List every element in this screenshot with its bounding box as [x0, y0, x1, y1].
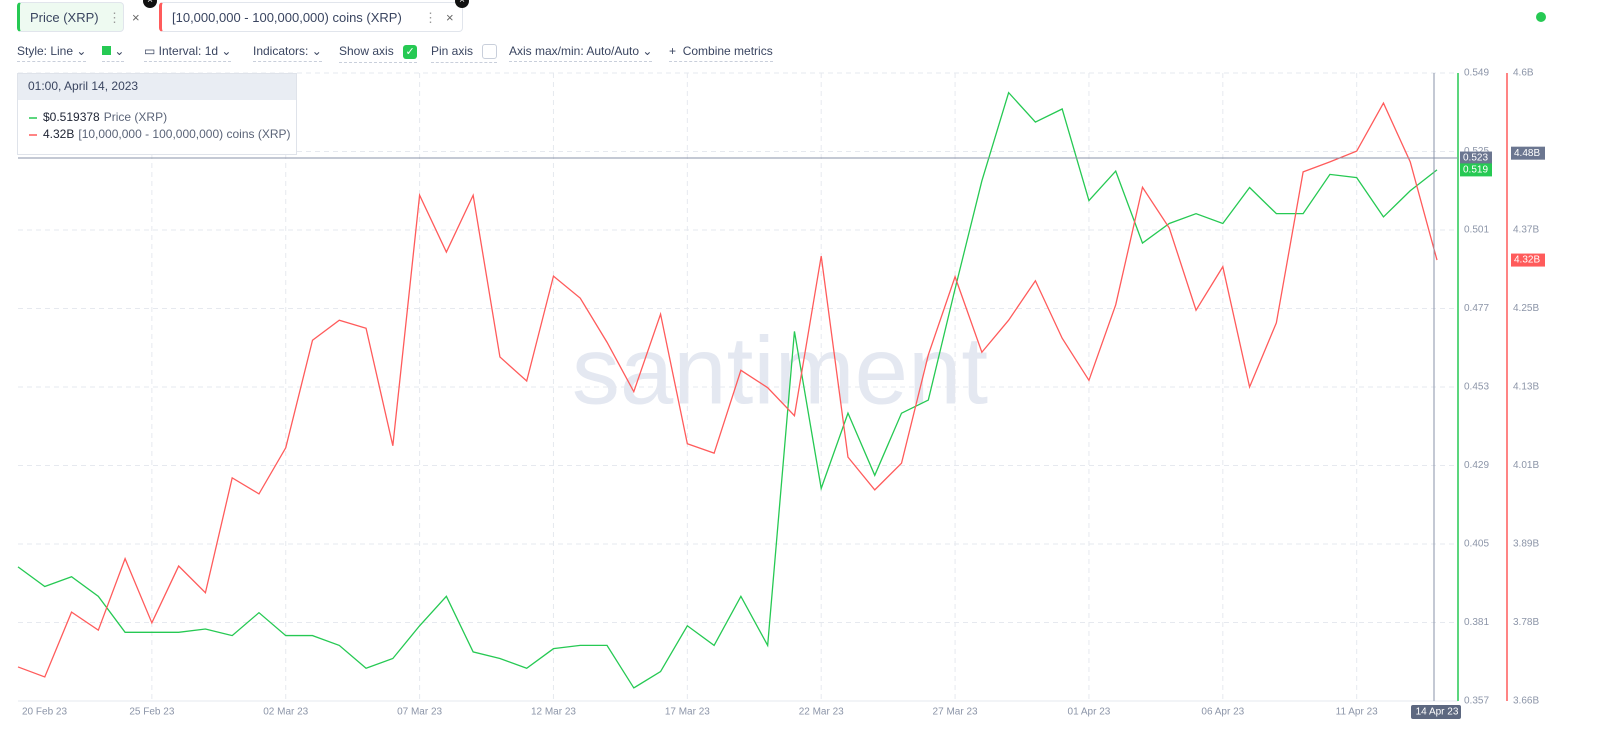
status-dot — [1536, 12, 1546, 22]
tooltip-value: 4.32B — [43, 127, 74, 141]
grid — [18, 72, 1458, 702]
remove-button[interactable]: × — [455, 0, 469, 8]
x-tick-label: 20 Feb 23 — [22, 707, 67, 718]
series-line — [17, 91, 1438, 689]
series-line — [17, 101, 1438, 678]
y-tick-label: 0.501 — [1464, 225, 1489, 236]
crosshair-y2-label: 4.48B — [1514, 148, 1540, 159]
x-tick-label: 25 Feb 23 — [129, 707, 174, 718]
tooltip — [17, 73, 297, 155]
toolbar-label: Pin axis — [431, 44, 474, 58]
y-tick-label: 0.525 — [1464, 146, 1489, 157]
remove-button[interactable]: × — [143, 0, 157, 8]
last-value-label-bg — [1460, 163, 1492, 177]
metric-tab[interactable]: [10,000,000 - 100,000,000) coins (XRP) ⋮ × — [159, 2, 463, 32]
color-select[interactable]: ⌄ — [102, 44, 125, 62]
y2-tick-label: 3.89B — [1513, 539, 1539, 550]
metric-tab[interactable]: Price (XRP) ⋮ × — [17, 2, 140, 32]
toolbar-label: Combine metrics — [682, 44, 773, 58]
x-tick-label: 27 Mar 23 — [933, 707, 978, 718]
y2-tick-label: 4.01B — [1513, 460, 1539, 471]
crosshair-y-label: 0.523 — [1463, 153, 1488, 164]
x-tick-label: 06 Apr 23 — [1201, 707, 1244, 718]
last-value-label: 4.32B — [1514, 255, 1540, 266]
y2-tick-label: 4.6B — [1513, 68, 1534, 79]
tab-menu[interactable]: ⋮ — [108, 10, 121, 25]
toolbar-label: Indicators: — [253, 44, 309, 58]
y-tick-label: 0.381 — [1464, 617, 1489, 628]
y2-tick-label: 4.13B — [1513, 382, 1539, 393]
style-select[interactable]: Style: Line ⌄ — [17, 44, 87, 62]
tooltip-header — [18, 74, 296, 100]
toolbar-label: Style: Line — [17, 44, 74, 58]
y2-tick-label: 3.78B — [1513, 617, 1539, 628]
combine-button[interactable]: + Combine metrics — [669, 44, 773, 62]
x-tick-label: 12 Mar 23 — [531, 707, 576, 718]
y2-tick-label: 4.37B — [1513, 225, 1539, 236]
show-axis-toggle[interactable]: Show axis ✓ — [339, 44, 418, 63]
x-tick-label: 22 Mar 23 — [799, 707, 844, 718]
tooltip-name: [10,000,000 - 100,000,000) coins (XRP) — [78, 127, 290, 141]
x-tick-label: 17 Mar 23 — [665, 707, 710, 718]
y2-tick-label: 3.66B — [1513, 696, 1539, 707]
x-tick-label: 02 Mar 23 — [263, 707, 308, 718]
y-tick-label: 0.549 — [1464, 68, 1489, 79]
y-tick-label: 0.429 — [1464, 460, 1489, 471]
last-value-label-bg — [1511, 253, 1545, 267]
y2-tick-label: 4.25B — [1513, 303, 1539, 314]
y-tick-label: 0.477 — [1464, 303, 1489, 314]
indicators-select[interactable]: Indicators: ⌄ — [253, 44, 322, 62]
tab-label: [10,000,000 - 100,000,000) coins (XRP) — [172, 10, 402, 25]
watermark: santiment — [572, 317, 988, 424]
tooltip-title: 01:00, April 14, 2023 — [28, 79, 138, 93]
axis-minmax-select[interactable]: Axis max/min: Auto/Auto ⌄ — [509, 44, 653, 62]
toolbar-label: Axis max/min: Auto/Auto — [509, 44, 640, 58]
toolbar-label: Show axis — [339, 44, 394, 58]
last-value-label: 0.519 — [1463, 165, 1488, 176]
tab-menu[interactable]: ⋮ — [424, 10, 437, 25]
y-tick-label: 0.405 — [1464, 539, 1489, 550]
x-tick-label: 14 Apr 23 — [1416, 707, 1459, 718]
interval-select[interactable]: ▭ Interval: 1d ⌄ — [144, 44, 232, 62]
tab-label: Price (XRP) — [30, 10, 99, 25]
toolbar-label: Interval: 1d — [158, 44, 219, 58]
crosshair-y2-label-bg — [1511, 146, 1545, 160]
tab-close[interactable]: × — [446, 10, 454, 25]
pin-axis-toggle[interactable]: Pin axis — [431, 44, 498, 64]
tooltip-name: Price (XRP) — [104, 110, 167, 124]
x-tick-label: 07 Mar 23 — [397, 707, 442, 718]
y-tick-label: 0.453 — [1464, 382, 1489, 393]
y-tick-label: 0.357 — [1464, 696, 1489, 707]
crosshair-x-badge — [1411, 705, 1461, 719]
x-tick-label: 01 Apr 23 — [1068, 707, 1111, 718]
crosshair-y-label-bg — [1460, 151, 1492, 165]
tooltip-value: $0.519378 — [43, 110, 100, 124]
tab-close[interactable]: × — [132, 10, 140, 25]
x-tick-label: 11 Apr 23 — [1336, 707, 1379, 718]
y2-tick-label: 4.48B — [1513, 146, 1539, 157]
